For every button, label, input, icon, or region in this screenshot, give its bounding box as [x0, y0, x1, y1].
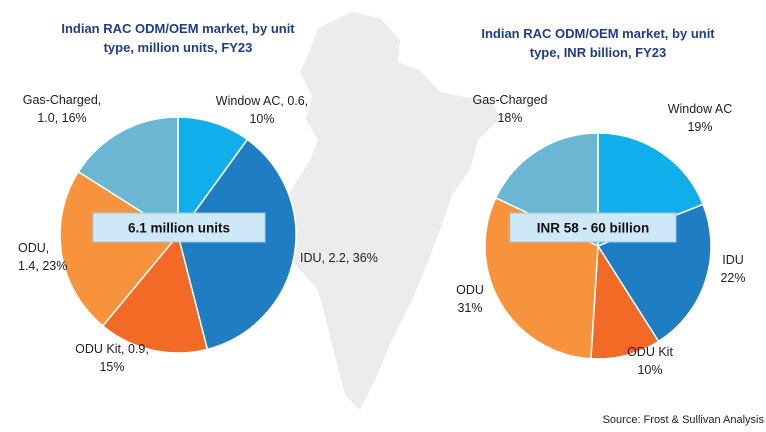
- chart-title: Indian RAC ODM/OEM market, by unit type, …: [61, 21, 295, 55]
- pie-slice: [77, 116, 179, 237]
- slice-label: IDU, 2.2, 36%: [300, 251, 378, 265]
- pie-slice: [59, 170, 180, 327]
- slice-label: ODU 31%: [456, 283, 484, 315]
- slice-label: ODU Kit 10%: [627, 345, 673, 377]
- slice-label: IDU 22%: [720, 253, 745, 285]
- annotation-box: [92, 212, 266, 243]
- pie-slice: [590, 243, 660, 360]
- source: Source: Frost & Sullivan Analysis: [603, 414, 765, 426]
- slice-label: ODU, 1.4, 23%: [18, 241, 67, 273]
- slice-label: Window AC, 0.6, 10%: [216, 94, 308, 126]
- slice-label: ODU Kit, 0.9, 15%: [75, 342, 149, 374]
- annotation: INR 58 - 60 billion: [537, 221, 650, 236]
- annotation: 6.1 million units: [128, 221, 230, 236]
- slice-label: Window AC 19%: [668, 102, 733, 134]
- chart-title: Indian RAC ODM/OEM market, by unit type, …: [481, 26, 715, 60]
- map-background: [268, 12, 500, 410]
- pie-slice: [101, 233, 209, 354]
- annotation-box: [509, 212, 677, 243]
- pie-slice: [177, 116, 249, 238]
- slice-label: Gas-Charged, 1.0, 16%: [23, 93, 102, 125]
- pie-slice: [177, 138, 297, 351]
- slice-label: Gas-Charged 18%: [472, 93, 547, 125]
